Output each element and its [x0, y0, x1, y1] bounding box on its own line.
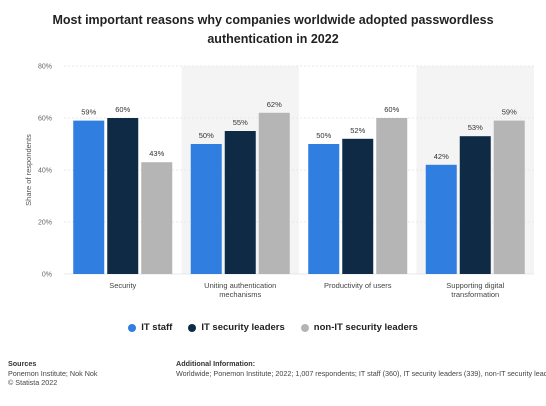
data-label: 42%: [434, 152, 449, 161]
data-label: 62%: [267, 100, 282, 109]
bar: [258, 112, 290, 274]
bar: [73, 120, 105, 274]
x-tick-label: mechanisms: [219, 290, 261, 299]
y-tick-label: 40%: [38, 168, 52, 175]
bar: [425, 164, 457, 274]
data-labels: 59% 50% 50% 42% 60% 55% 52% 53% 43% 62% 60% 59%: [81, 100, 517, 161]
additional-information: Additional Information: Worldwide; Ponem…: [176, 359, 546, 378]
data-label: 60%: [115, 105, 130, 114]
bar: [141, 162, 173, 274]
sources: Sources Ponemon Institute; Nok Nok © Sta…: [8, 359, 168, 388]
y-axis-label: Share of respondents: [24, 134, 33, 206]
legend-label: non-IT security leaders: [313, 322, 418, 333]
sources-label: Sources: [8, 359, 37, 368]
additional-info-text: Worldwide; Ponemon Institute; 2022; 1,00…: [176, 368, 546, 378]
legend-label: IT security leaders: [201, 322, 285, 333]
data-label: 52%: [350, 126, 365, 135]
data-label: 43%: [149, 149, 164, 158]
additional-info-label: Additional Information:: [176, 359, 256, 368]
x-tick-label: Uniting authentication: [204, 281, 276, 290]
bar: [224, 131, 256, 274]
bar-chart: 0% 20% 40% 60% 80% 59% 50% 50% 42% 60% 55% 52% 53% 4…: [24, 64, 534, 299]
legend-item[interactable]: IT staff: [128, 322, 172, 333]
legend-label: IT staff: [141, 322, 173, 333]
data-label: 53%: [468, 123, 483, 132]
copyright-line[interactable]: © Statista 2022: [8, 378, 58, 387]
y-tick-label: 20%: [38, 220, 52, 227]
chart-title: Most important reasons why companies wor…: [52, 13, 494, 46]
legend-item[interactable]: IT security leaders: [188, 322, 285, 333]
bar: [342, 138, 374, 274]
bar: [459, 136, 491, 274]
y-tick-label: 0%: [42, 272, 52, 279]
y-tick-label: 80%: [38, 64, 52, 71]
x-axis: Security Uniting authenticationmechanisms…: [109, 281, 504, 299]
legend: IT staff IT security leaders non-IT securi…: [0, 322, 546, 333]
x-tick-label: transformation: [451, 290, 499, 299]
legend-item[interactable]: non-IT security leaders: [300, 322, 418, 333]
y-axis: 0% 20% 40% 60% 80%: [38, 64, 52, 279]
bar: [493, 120, 525, 274]
legend-swatch: [128, 323, 137, 332]
x-tick-label: Supporting digital: [446, 281, 504, 290]
bars: [73, 112, 525, 274]
x-tick-label: Productivity of users: [324, 281, 392, 290]
bar: [308, 144, 340, 274]
data-label: 50%: [316, 131, 331, 140]
legend-swatch: [300, 323, 309, 332]
legend-swatch: [188, 323, 197, 332]
bar: [107, 118, 139, 274]
data-label: 55%: [233, 118, 248, 127]
data-label: 59%: [81, 108, 96, 117]
bar: [376, 118, 408, 274]
y-tick-label: 60%: [38, 116, 52, 123]
sources-line[interactable]: Ponemon Institute; Nok Nok: [8, 368, 98, 378]
data-label: 50%: [199, 131, 214, 140]
data-label: 59%: [502, 108, 517, 117]
data-label: 60%: [384, 105, 399, 114]
x-tick-label: Security: [109, 281, 136, 290]
bar: [190, 144, 222, 274]
